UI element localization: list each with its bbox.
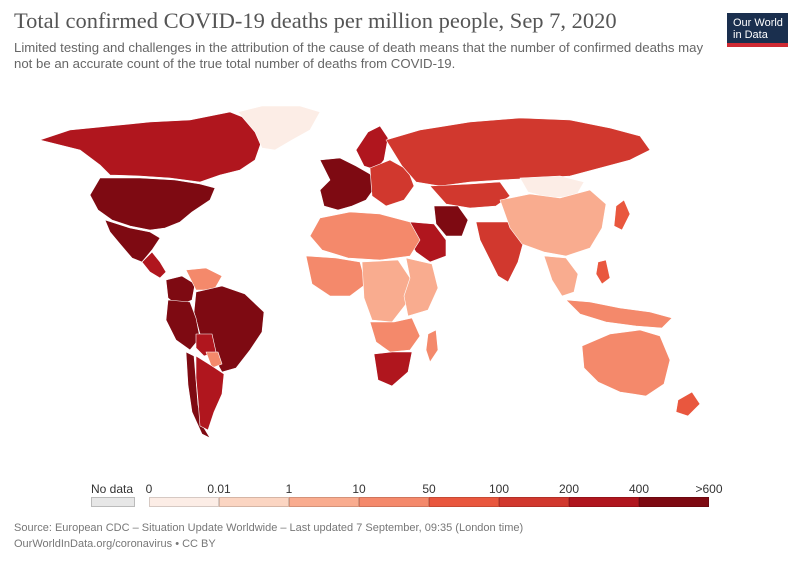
- region-southern-africa[interactable]: [369, 317, 421, 353]
- region-kazakhstan[interactable]: [429, 181, 511, 209]
- region-russia[interactable]: [385, 117, 651, 187]
- region-iran[interactable]: [433, 205, 469, 237]
- region-madagascar[interactable]: [425, 329, 439, 363]
- footer-source: Source: European CDC – Situation Update …: [14, 522, 524, 534]
- color-legend: No data 0 0.01 1 10 50 100 200 400 >600: [0, 480, 800, 520]
- legend-bin-7[interactable]: [639, 497, 709, 507]
- legend-bin-6[interactable]: [569, 497, 639, 507]
- region-australia[interactable]: [581, 329, 671, 397]
- world-map[interactable]: [0, 95, 800, 475]
- region-southeast-asia[interactable]: [543, 255, 579, 297]
- legend-tick-1: 0.01: [207, 482, 231, 496]
- logo-line-1: Our World: [733, 17, 783, 29]
- region-central-africa[interactable]: [361, 259, 411, 323]
- footer-url[interactable]: OurWorldInData.org/coronavirus • CC BY: [14, 538, 216, 550]
- owid-logo[interactable]: Our World in Data: [727, 13, 788, 47]
- region-central-america[interactable]: [141, 251, 167, 279]
- chart-footer: Source: European CDC – Situation Update …: [14, 520, 523, 552]
- region-brazil[interactable]: [193, 285, 265, 373]
- region-chile[interactable]: [185, 351, 211, 439]
- legend-bin-3[interactable]: [359, 497, 429, 507]
- region-indonesia[interactable]: [565, 299, 673, 329]
- region-south-africa[interactable]: [373, 351, 413, 387]
- region-argentina[interactable]: [195, 355, 225, 431]
- region-west-africa[interactable]: [305, 255, 367, 297]
- region-peru[interactable]: [165, 299, 201, 351]
- logo-line-2: in Data: [733, 29, 768, 41]
- legend-tick-6: 200: [558, 482, 580, 496]
- region-colombia[interactable]: [165, 275, 196, 307]
- legend-bin-5[interactable]: [499, 497, 569, 507]
- region-canada[interactable]: [39, 111, 263, 183]
- region-united-states[interactable]: [89, 177, 216, 231]
- legend-bin-4[interactable]: [429, 497, 499, 507]
- legend-tick-7: 400: [628, 482, 650, 496]
- region-japan[interactable]: [613, 199, 631, 231]
- legend-nodata-label: No data: [91, 482, 134, 496]
- legend-bin-2[interactable]: [289, 497, 359, 507]
- region-venezuela[interactable]: [185, 267, 223, 291]
- region-philippines[interactable]: [595, 259, 611, 285]
- legend-tick-8: >600: [695, 482, 723, 496]
- legend-nodata-swatch: [91, 497, 135, 507]
- chart-subtitle: Limited testing and challenges in the at…: [14, 40, 704, 71]
- region-greenland[interactable]: [237, 105, 321, 151]
- region-east-africa[interactable]: [403, 257, 439, 317]
- region-mexico[interactable]: [104, 219, 161, 263]
- legend-bin-0[interactable]: [149, 497, 219, 507]
- legend-bin-1[interactable]: [219, 497, 289, 507]
- region-north-africa[interactable]: [309, 211, 421, 261]
- legend-tick-2: 1: [285, 482, 293, 496]
- chart-title: Total confirmed COVID-19 deaths per mill…: [14, 8, 617, 33]
- region-western-europe[interactable]: [319, 157, 377, 211]
- legend-tick-0: 0: [145, 482, 153, 496]
- legend-tick-3: 10: [352, 482, 366, 496]
- legend-tick-4: 50: [422, 482, 436, 496]
- region-china[interactable]: [499, 189, 607, 257]
- region-eastern-europe[interactable]: [369, 159, 415, 207]
- region-scandinavia[interactable]: [355, 125, 389, 171]
- region-new-zealand[interactable]: [675, 391, 701, 417]
- legend-tick-5: 100: [488, 482, 510, 496]
- region-paraguay[interactable]: [205, 351, 223, 369]
